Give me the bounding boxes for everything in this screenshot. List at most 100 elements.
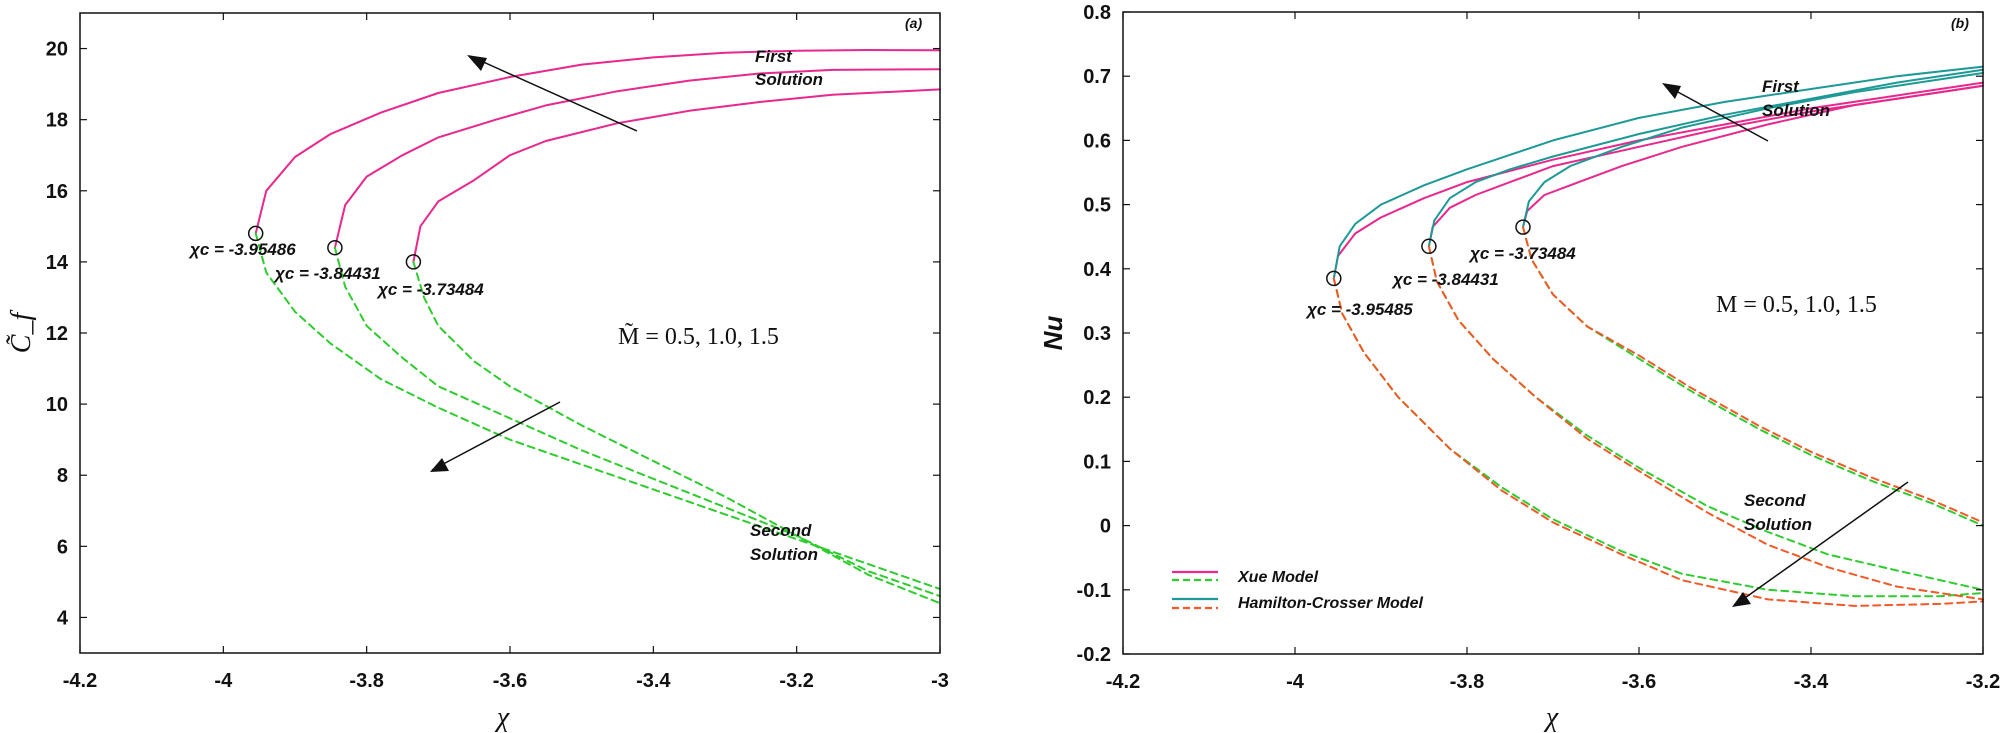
- panel-a-series-line-2: [333, 68, 941, 249]
- panel-a-critical-point-marker-1: [247, 225, 264, 242]
- panel-b-critical-label-3: χc = -3.73484: [1468, 244, 1576, 263]
- panel-a-ytick-label-6: 14: [46, 252, 69, 274]
- panel-b-series-line-1: [1332, 81, 1984, 280]
- panel-b-ytick-label-7: 0.4: [1083, 259, 1112, 281]
- panel-a-critical-markers: [247, 225, 422, 270]
- panel-a-xtick-label-3: -3.8: [349, 670, 383, 692]
- panel-a-second-solution-line1: Second: [750, 521, 812, 540]
- panel-b-series-line-12: [1522, 226, 1984, 524]
- panel-a-series-line-4: [254, 232, 941, 590]
- panel-a-second-solution-line2: Solution: [750, 545, 818, 564]
- panel-b-arrowhead-up: [1662, 83, 1681, 99]
- panel-b-ytick-label-11: 0.8: [1083, 2, 1111, 24]
- panel-b-series-line-10: [1427, 245, 1984, 601]
- panel-b-critical-label-2: χc = -3.84431: [1391, 270, 1499, 289]
- panel-a-series-line-6: [412, 260, 941, 605]
- panel-b-critical-markers: [1326, 219, 1531, 287]
- panel-a-ytick-label-7: 16: [46, 181, 68, 203]
- panel-a-label: (a): [905, 15, 922, 31]
- panel-b-series-line-6: [1522, 72, 1984, 229]
- panel-a-critical-label-2: χc = -3.84431: [273, 264, 381, 283]
- panel-b-ytick-label-8: 0.5: [1083, 195, 1111, 217]
- panel-b-first-solution-line2: Solution: [1762, 101, 1830, 120]
- legend-xue-label: Xue Model: [1237, 569, 1319, 586]
- panel-b-series-line-9: [1427, 245, 1984, 591]
- panel-a-ytick-label-4: 10: [46, 394, 68, 416]
- chart-panel-a: -4.2 -4 -3.8 -3.6 -3.4 -3.2 -3468101214161820 …: [6, 12, 949, 733]
- panel-b-second-solution-line1: Second: [1744, 491, 1806, 510]
- panel-b-critical-point-marker-1: [1326, 270, 1342, 287]
- panel-b-series-line-8: [1332, 277, 1984, 607]
- panel-b-series-line-4: [1427, 68, 1984, 248]
- panel-b-first-solution-line1: First: [1762, 77, 1800, 96]
- panel-b-xtick-label-3: -3.8: [1450, 671, 1484, 693]
- panel-b-second-solution-line2: Solution: [1744, 515, 1812, 534]
- panel-b-arrowhead-down: [1732, 592, 1751, 607]
- panel-b-ytick-label-3: 0: [1100, 516, 1111, 538]
- panel-b-series: [1332, 65, 1984, 607]
- panel-b-critical-point-marker-3: [1515, 219, 1531, 235]
- panel-a-xtick-label-5: -3.4: [636, 670, 671, 692]
- panel-b-ylabel: Nu: [1038, 316, 1068, 351]
- panel-a-ytick-label-8: 18: [46, 110, 68, 132]
- panel-b-xlabel: χ: [1543, 702, 1559, 733]
- panel-a-xtick-label-4: -3.6: [493, 670, 527, 692]
- panel-b-ytick-label-2: -0.1: [1077, 580, 1111, 602]
- panel-a-arrowhead-up: [467, 55, 487, 71]
- panel-a-critical-label-1: χc = -3.95486: [188, 240, 296, 259]
- panel-b-arrow-up: [1664, 84, 1769, 142]
- panel-a-critical-point-marker-2: [327, 239, 343, 256]
- panel-b-series-line-11: [1522, 226, 1984, 527]
- panel-a-critical-point-marker-3: [405, 254, 422, 270]
- panel-a-ytick-label-3: 8: [57, 465, 68, 487]
- panel-b-series-line-2: [1332, 65, 1984, 280]
- panel-b-ytick-label-4: 0.1: [1083, 451, 1111, 473]
- panel-a-first-solution-line2: Solution: [755, 70, 823, 89]
- panel-a-first-solution-line1: First: [755, 47, 793, 66]
- panel-a-ytick-label-9: 20: [46, 39, 68, 61]
- panel-b-arrow-down: [1734, 481, 1909, 606]
- panel-b-critical-point-marker-2: [1421, 238, 1437, 255]
- panel-b-series-line-5: [1522, 84, 1984, 229]
- panel-b-ticks: -4.2 -4 -3.8 -3.6 -3.4 -3.2 -0.2 -0.1 0 0.1 0.2 0.3…: [1077, 2, 2001, 693]
- panel-a-xtick-label-2: -4: [214, 670, 233, 692]
- panel-b-xtick-label-4: -3.6: [1622, 671, 1656, 693]
- panel-b-series-line-7: [1332, 277, 1984, 598]
- panel-b-critical-label-1: χc = -3.95485: [1305, 300, 1413, 319]
- panel-a-ytick-label-5: 12: [46, 323, 68, 345]
- panel-a-ticks: -4.2 -4 -3.8 -3.6 -3.4 -3.2 -3 4 6 8 10 12 14 16 18 20: [46, 13, 949, 692]
- panel-a-xtick-label-6: -3.2: [779, 670, 813, 692]
- panel-b-parameter-label: M = 0.5, 1.0, 1.5: [1716, 292, 1877, 318]
- panel-b-ytick-label-6: 0.3: [1083, 323, 1111, 345]
- panel-a-ylabel: C̃_f: [6, 310, 37, 354]
- panel-a-frame: [79, 12, 941, 654]
- panel-a-arrow-down: [431, 401, 561, 471]
- panel-a-xtick-label-7: -3: [931, 670, 949, 692]
- panel-a-series-line-1: [254, 49, 941, 235]
- panel-a-xtick-label-1: -4.2: [63, 670, 97, 692]
- panel-b-ytick-label-1: -0.2: [1077, 644, 1111, 666]
- panel-a-series: [254, 49, 941, 605]
- panel-b-xtick-label-6: -3.2: [1966, 671, 2000, 693]
- panel-b-xtick-label-2: -4: [1286, 671, 1305, 693]
- panel-b-legend: Xue Model Hamilton-Crosser Model: [1172, 569, 1423, 612]
- panel-b-xtick-label-5: -3.4: [1794, 671, 1829, 693]
- panel-a-series-line-3: [412, 88, 941, 263]
- panel-a-ytick-label-2: 6: [57, 536, 68, 558]
- panel-b-label: (b): [1951, 15, 1969, 31]
- panel-a-arrow-up: [469, 55, 638, 132]
- chart-panel-b: -4.2 -4 -3.8 -3.6 -3.4 -3.2 -0.2 -0.1 0 0.1 0.2 0.3…: [1038, 2, 2000, 733]
- panel-b-ytick-label-10: 0.7: [1083, 66, 1111, 88]
- panel-b-series-line-3: [1427, 84, 1984, 248]
- panel-a-parameter-label: M̃ = 0.5, 1.0, 1.5: [618, 322, 779, 350]
- panel-b-ytick-label-9: 0.6: [1083, 130, 1111, 152]
- panel-b-xtick-label-1: -4.2: [1106, 671, 1140, 693]
- panel-b-ytick-label-5: 0.2: [1083, 387, 1111, 409]
- panel-a-xlabel: χ: [494, 702, 510, 733]
- panel-a-ytick-label-1: 4: [57, 607, 69, 629]
- legend-hamilton-label: Hamilton-Crosser Model: [1238, 595, 1423, 612]
- panel-a-critical-label-3: χc = -3.73484: [376, 280, 484, 299]
- panel-b-frame: [1122, 11, 1984, 655]
- panel-a-arrowhead-down: [430, 458, 449, 472]
